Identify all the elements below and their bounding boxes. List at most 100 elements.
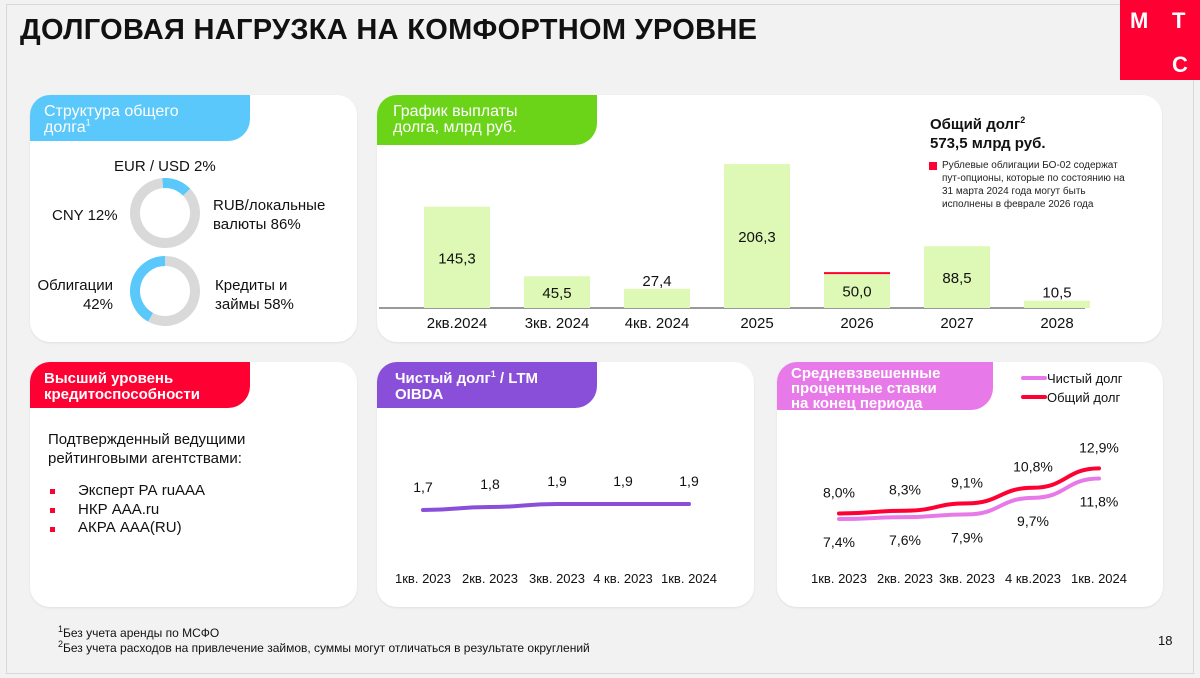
bar-category-label-2: 4кв. 2024: [625, 315, 690, 332]
repayment-tag-line1: График выплаты: [393, 103, 518, 120]
footnote-1-text: Без учета аренды по МСФО: [63, 626, 220, 640]
interest-rates-tag-line2: процентные ставки: [791, 380, 937, 397]
interest-rates-line-chart: Чистый долг Общий долг 7,4% 7,6% 7,9% 9,7% 11,…: [811, 371, 1127, 586]
net-debt-value-label-3: 1,9: [613, 473, 633, 489]
bar-value-label-4: 50,0: [842, 284, 871, 301]
bar-value-label-1: 45,5: [542, 285, 571, 302]
bar-3: [724, 164, 790, 308]
rating-item-3: АКРА AAA(RU): [78, 519, 182, 536]
bonds-label: Облигации 42%: [35, 276, 113, 314]
bond-note-line1: Рублевые облигации БО-02 содержат: [942, 160, 1118, 171]
rates-value-label-0-3: 9,7%: [1017, 513, 1049, 529]
repayment-card: График выплаты долга, млрд руб. Общий до…: [377, 95, 1162, 342]
rating-intro: Подтвержденный ведущими рейтинговыми аге…: [48, 430, 245, 468]
rates-category-label-3: 4 кв.2023: [1005, 571, 1061, 586]
bond-note-line4: исполнены в феврале 2026 года: [942, 199, 1094, 210]
rates-category-label-1: 2кв. 2023: [877, 571, 933, 586]
net-debt-tag: Чистый долг1 / LTM OIBDA: [377, 362, 597, 408]
rates-line-1: [837, 466, 1101, 516]
loans-label-line1: Кредиты и: [215, 277, 288, 294]
rating-item-2: НКР AAA.ru: [78, 501, 160, 518]
bar-value-label-5: 88,5: [942, 270, 971, 287]
debt-structure-tag: Структура общего долга1: [30, 95, 250, 141]
rates-value-label-1-4: 12,9%: [1079, 439, 1119, 455]
page-number: 18: [1158, 633, 1173, 648]
rates-value-label-0-0: 7,4%: [823, 534, 855, 550]
rates-value-label-0-4: 11,8%: [1080, 494, 1119, 510]
rates-category-label-4: 1кв. 2024: [1071, 571, 1127, 586]
rating-card: Высший уровень кредитоспособности Подтве…: [30, 362, 357, 607]
bar-1: [524, 276, 590, 308]
rating-bullet-2: [50, 508, 55, 513]
net-debt-line-chart: 1,7 1,8 1,9 1,9 1,9 1кв. 2023 2кв. 2023 3кв. 20…: [395, 473, 717, 586]
footnote-2-text: Без учета расходов на привлечение займов…: [63, 641, 590, 655]
interest-rates-tag-line1: Средневзвешенные: [791, 365, 941, 382]
bar-value-label-2: 27,4: [642, 273, 671, 290]
net-debt-value-label-4: 1,9: [679, 473, 699, 489]
rating-bullet-1: [50, 489, 55, 494]
bar-value-label-0: 145,3: [438, 250, 476, 267]
interest-rates-card: Средневзвешенные процентные ставки на ко…: [777, 362, 1163, 607]
net-debt-value-label-1: 1,8: [480, 476, 500, 492]
legend-net-label: Чистый долг: [1047, 371, 1123, 386]
rates-category-label-0: 1кв. 2023: [811, 571, 867, 586]
logo-letter-s: С: [1172, 52, 1188, 77]
net-debt-category-label-2: 3кв. 2023: [529, 571, 585, 586]
rub-label-line2: валюты 86%: [213, 216, 301, 233]
footnote-2-sup: 2: [58, 639, 64, 649]
bar-0: [424, 206, 490, 308]
logo-letter-t: Т: [1172, 8, 1186, 33]
total-debt-line1: Общий долг: [930, 116, 1021, 133]
debt-structure-donuts: [130, 178, 200, 326]
rates-category-label-2: 3кв. 2023: [939, 571, 995, 586]
debt-structure-tag-sup: 1: [85, 117, 91, 128]
net-debt-category-label-4: 1кв. 2024: [661, 571, 717, 586]
rates-value-label-1-3: 10,8%: [1013, 459, 1053, 475]
net-debt-value-label-2: 1,9: [547, 473, 567, 489]
bar-4: [824, 273, 890, 308]
interest-rates-tag-line3: на конец периода: [791, 395, 923, 412]
net-debt-category-label-0: 1кв. 2023: [395, 571, 451, 586]
debt-structure-card: Структура общего долга1 EUR / USD 2% CNY…: [30, 95, 357, 342]
bar-value-label-3: 206,3: [738, 229, 776, 246]
rates-value-label-1-1: 8,3%: [889, 482, 921, 498]
interest-rates-tag: Средневзвешенные процентные ставки на ко…: [777, 362, 993, 412]
legend-total-label: Общий долг: [1047, 390, 1121, 405]
rates-value-label-0-2: 7,9%: [951, 529, 983, 545]
logo-letter-m: М: [1130, 8, 1149, 33]
total-debt: Общий долг2 573,5 млрд руб.: [930, 115, 1046, 153]
page-title: ДОЛГОВАЯ НАГРУЗКА НА КОМФОРТНОМ УРОВНЕ: [20, 14, 758, 46]
total-debt-sup: 2: [1020, 115, 1026, 125]
net-debt-tag-sup: 1: [490, 369, 496, 379]
net-debt-tag-line1: Чистый долг: [395, 370, 491, 387]
currency-donut-slice-0: [130, 178, 200, 248]
net-debt-category-label-3: 4 кв. 2023: [593, 571, 653, 586]
bonds-label-line1: Облигации: [37, 277, 113, 294]
rub-label-line1: RUB/локальные: [213, 197, 326, 214]
currency-donut: [130, 178, 200, 248]
net-debt-tag-rest: / LTM: [495, 370, 538, 387]
instrument-donut-slice-1: [130, 256, 166, 322]
mts-logo: М Т С: [1120, 0, 1200, 80]
bar-5: [924, 246, 990, 308]
note-marker: [929, 162, 937, 170]
rates-line-0: [837, 476, 1101, 521]
rates-value-label-1-2: 9,1%: [951, 474, 983, 490]
cny-label: CNY 12%: [52, 207, 118, 224]
currency-donut-slice-1: [162, 178, 187, 194]
bar-category-label-6: 2028: [1040, 315, 1073, 332]
loans-label: Кредиты и займы 58%: [215, 276, 294, 314]
net-debt-value-label-0: 1,7: [413, 479, 433, 495]
currency-donut-slice-2: [180, 185, 191, 196]
net-debt-tag-line2: OIBDA: [395, 386, 444, 403]
footnote-1: 1Без учета аренды по МСФО: [58, 625, 220, 641]
bond-note-line2: пут-опционы, которые по состоянию на: [942, 173, 1125, 184]
bar-category-label-1: 3кв. 2024: [525, 315, 590, 332]
bar-2: [624, 288, 690, 308]
bonds-label-line2: 42%: [82, 296, 113, 313]
rub-label: RUB/локальные валюты 86%: [213, 196, 325, 234]
repayment-bar-chart: 145,3 2кв.2024 45,5 3кв. 2024 27,4 4кв. 2024 2…: [379, 164, 1090, 332]
net-debt-card: Чистый долг1 / LTM OIBDA 1,7 1,8 1,9 1,9 1,9…: [377, 362, 754, 607]
bond-note: Рублевые облигации БО-02 содержат пут-оп…: [942, 159, 1125, 211]
